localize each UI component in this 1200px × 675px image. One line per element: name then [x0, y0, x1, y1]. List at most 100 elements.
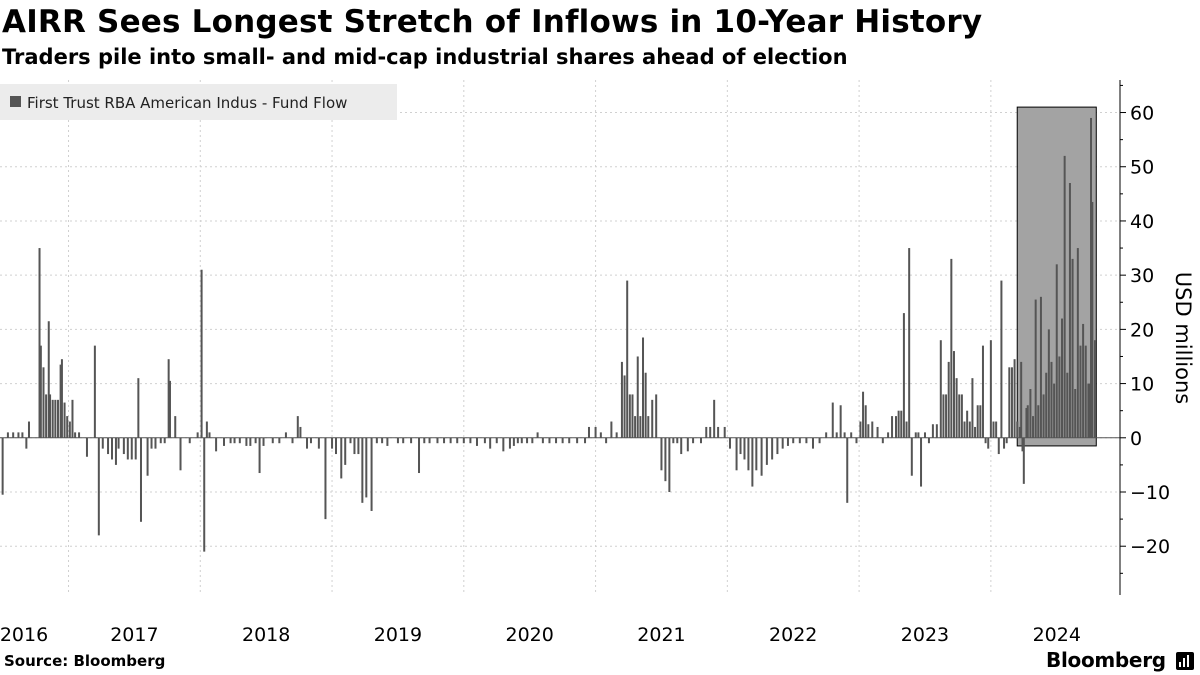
bar [799, 438, 801, 443]
bar [418, 438, 420, 473]
bar [595, 427, 597, 438]
bar [600, 432, 602, 437]
bar [911, 438, 913, 476]
bar [66, 416, 68, 438]
bar [74, 432, 76, 437]
bar [882, 438, 884, 443]
bar [28, 422, 30, 438]
bar [1029, 389, 1031, 438]
bar [610, 422, 612, 438]
y-tick-label: 10 [1130, 374, 1154, 396]
y-tick-label: −20 [1130, 536, 1170, 558]
bar [1072, 259, 1074, 438]
bar [509, 438, 511, 449]
bar [932, 424, 934, 438]
bar [64, 403, 66, 438]
bar [57, 400, 59, 438]
bar [660, 438, 662, 471]
bar [1020, 362, 1022, 438]
bar [642, 338, 644, 438]
bar [69, 422, 71, 438]
bar [376, 438, 378, 443]
bar [647, 416, 649, 438]
bar [680, 438, 682, 454]
bar [45, 394, 47, 437]
bar [942, 394, 944, 437]
x-tick-label: 2021 [637, 624, 685, 646]
bar [353, 438, 355, 454]
bar [201, 270, 203, 438]
bar [956, 378, 958, 438]
bar [223, 438, 225, 446]
bar [792, 438, 794, 443]
bar [1006, 438, 1008, 443]
bar [805, 438, 807, 443]
bar [436, 438, 438, 443]
bar [920, 438, 922, 487]
bar [127, 438, 129, 460]
bar [502, 438, 504, 452]
bar [306, 438, 308, 449]
y-tick-label: 30 [1130, 265, 1154, 287]
bar [147, 438, 149, 476]
y-tick-label: 40 [1130, 211, 1154, 233]
bar [17, 432, 19, 437]
y-ticks: 6050403020100−10−20 [1120, 85, 1170, 573]
bar [450, 438, 452, 443]
bar [111, 438, 113, 460]
bar [639, 416, 641, 438]
bar [724, 427, 726, 438]
bar [94, 346, 96, 438]
bar [974, 427, 976, 438]
bar [164, 438, 166, 443]
bar [982, 346, 984, 438]
bar [887, 432, 889, 437]
bar [1082, 324, 1084, 438]
bar [966, 411, 968, 438]
bar [456, 438, 458, 443]
bar [903, 313, 905, 438]
legend-swatch [10, 96, 21, 107]
bar [676, 438, 678, 443]
bar [736, 438, 738, 471]
bar [755, 438, 757, 471]
bar [12, 432, 14, 437]
bar [655, 394, 657, 437]
bar [1048, 329, 1050, 437]
bloomberg-logo: Bloomberg [1046, 648, 1166, 672]
bar [990, 340, 992, 438]
bar [782, 438, 784, 449]
bar [743, 438, 745, 460]
bar [1074, 389, 1076, 438]
bar [331, 438, 333, 449]
bar [1000, 281, 1002, 438]
bar [1043, 394, 1045, 437]
bar-series [0, 118, 1120, 552]
bar [766, 438, 768, 465]
bar [54, 400, 56, 438]
x-tick-label: 2017 [110, 624, 158, 646]
bar [542, 438, 544, 443]
bar [169, 381, 171, 438]
bar [263, 438, 265, 446]
bar [215, 438, 217, 452]
bar [832, 403, 834, 438]
bar [1040, 297, 1042, 438]
bar [621, 362, 623, 438]
bar [865, 405, 867, 438]
bar [78, 432, 80, 437]
bar [1077, 248, 1079, 438]
bar [1058, 356, 1060, 437]
bar [855, 438, 857, 443]
bar [985, 438, 987, 443]
bar [340, 438, 342, 479]
bar [1035, 300, 1037, 438]
bar [86, 438, 88, 457]
bar [987, 438, 989, 449]
bar [729, 438, 731, 449]
bar [526, 438, 528, 443]
bar [771, 438, 773, 460]
bar [25, 438, 27, 449]
bar [324, 438, 326, 519]
bar [993, 422, 995, 438]
